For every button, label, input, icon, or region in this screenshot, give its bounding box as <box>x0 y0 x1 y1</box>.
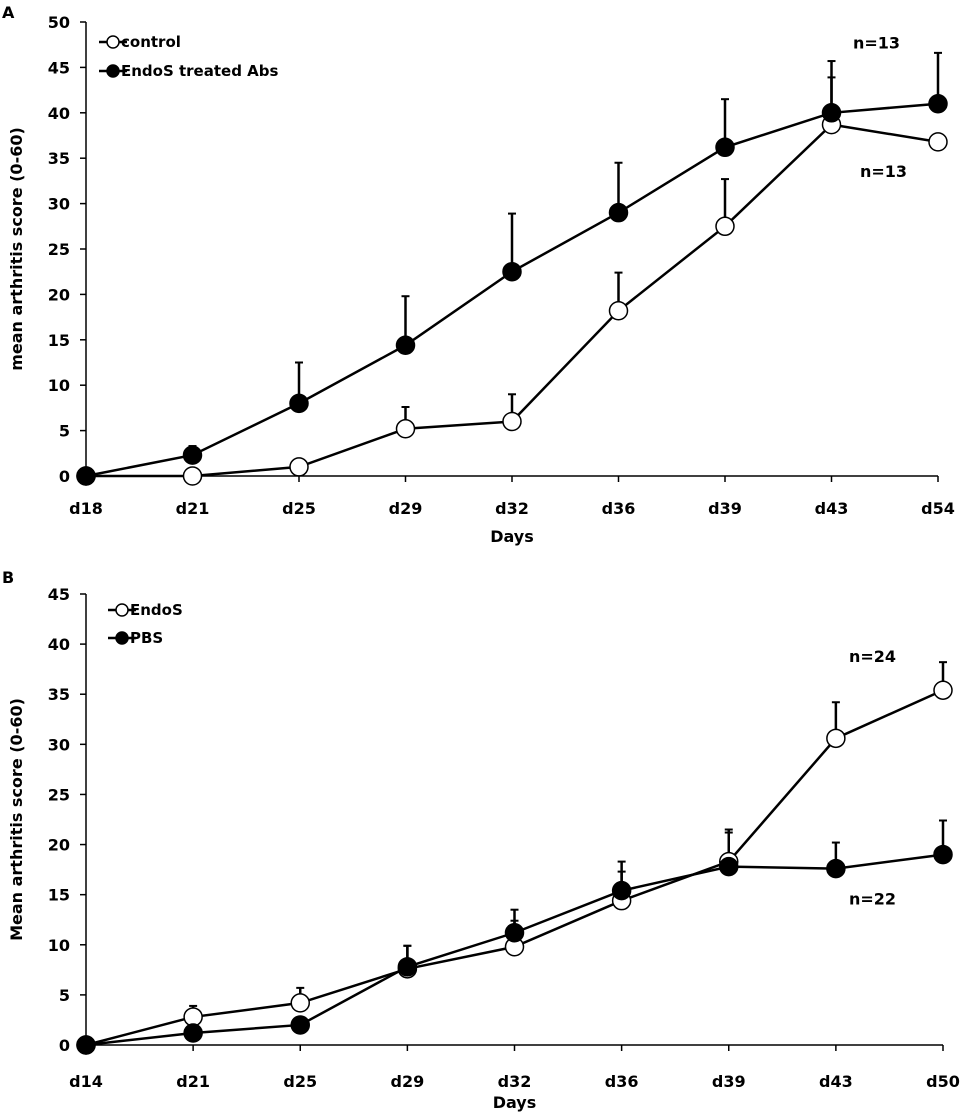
panel-a-plot-area <box>76 51 948 486</box>
y-tick-label: 45 <box>48 58 70 77</box>
y-tick-label: 30 <box>48 735 70 754</box>
annotation-n-control: n=13 <box>860 162 907 181</box>
panel-b-axes: 0 5 10 15 20 25 30 35 40 45 d14 d21 d25 d29 d32 d36 d39 d… <box>48 585 960 1091</box>
data-point-endos-treated-abs <box>76 466 96 486</box>
data-point-pbs <box>76 1035 96 1055</box>
annotation-n-endos-treated: n=13 <box>853 34 900 53</box>
panel-b-y-axis-title: Mean arthritis score (0-60) <box>7 698 26 941</box>
y-tick-label: 10 <box>48 376 70 395</box>
y-tick-label: 35 <box>48 685 70 704</box>
data-point-endos-treated-abs <box>821 103 842 123</box>
y-tick-label: 5 <box>59 422 70 441</box>
data-point-control <box>715 216 735 237</box>
annotation-n-endos: n=24 <box>849 647 896 666</box>
y-tick-label: 20 <box>48 285 70 304</box>
x-tick-label: d25 <box>283 1072 317 1091</box>
x-tick-label: d54 <box>921 499 955 518</box>
data-point-pbs <box>290 1015 310 1035</box>
data-point-control <box>182 466 203 486</box>
legend-endos-label: EndoS <box>130 601 183 619</box>
y-tick-label: 50 <box>48 13 70 32</box>
data-point-endos-treated-abs <box>395 335 416 355</box>
x-tick-label: d43 <box>815 499 849 518</box>
data-point-control <box>502 411 522 432</box>
y-tick-label: 40 <box>48 104 70 123</box>
legend-control-label: control <box>121 33 181 51</box>
data-point-control <box>928 132 948 152</box>
legend-pbs-label: PBS <box>130 629 163 647</box>
data-point-endos-treated-abs <box>928 93 948 114</box>
panel-a-y-axis-title: mean arthritis score (0-60) <box>7 127 26 371</box>
data-point-control <box>289 457 309 477</box>
y-tick-label: 35 <box>48 149 70 168</box>
x-tick-label: d14 <box>69 1072 103 1091</box>
x-tick-label: d25 <box>282 499 316 518</box>
x-tick-label: d21 <box>176 1072 210 1091</box>
y-tick-label: 10 <box>48 936 70 955</box>
data-point-pbs <box>719 856 739 877</box>
data-point-pbs <box>504 923 525 943</box>
panel-a-legend: control EndoS treated Abs <box>99 33 279 80</box>
x-tick-label: d39 <box>708 499 742 518</box>
x-tick-label: d39 <box>712 1072 746 1091</box>
panel-b-plot-area <box>76 661 953 1055</box>
data-point-endos <box>290 993 310 1013</box>
legend-control-marker <box>106 35 120 49</box>
legend-pbs-marker <box>115 631 129 645</box>
data-point-endos-treated-abs <box>608 202 629 223</box>
data-point-endos-treated-abs <box>182 445 203 465</box>
y-tick-label: 40 <box>48 635 70 654</box>
x-tick-label: d50 <box>926 1072 960 1091</box>
panel-b: B Mean arthritis score (0-60) Days 0 5 10 1… <box>2 568 960 1112</box>
y-tick-label: 15 <box>48 886 70 905</box>
panel-a-x-axis-title: Days <box>490 527 534 546</box>
legend-endos-marker <box>115 603 129 617</box>
data-point-control <box>395 419 416 439</box>
data-point-control <box>608 300 629 321</box>
legend-endos-treated-label: EndoS treated Abs <box>121 62 279 80</box>
x-tick-label: d32 <box>498 1072 532 1091</box>
data-point-endos-treated-abs <box>289 393 309 414</box>
y-tick-label: 0 <box>59 1036 70 1055</box>
y-tick-label: 15 <box>48 331 70 350</box>
annotation-n-pbs: n=22 <box>849 890 896 909</box>
data-point-endos-treated-abs <box>715 137 735 158</box>
panel-b-x-axis-title: Days <box>493 1093 537 1112</box>
y-tick-label: 25 <box>48 785 70 804</box>
data-point-endos-treated-abs <box>502 261 522 282</box>
y-tick-label: 20 <box>48 836 70 855</box>
y-tick-label: 30 <box>48 195 70 214</box>
y-tick-label: 25 <box>48 240 70 259</box>
data-point-endos <box>933 680 953 700</box>
x-tick-label: d21 <box>176 499 210 518</box>
data-point-pbs <box>933 844 953 865</box>
x-tick-label: d36 <box>605 1072 639 1091</box>
panel-b-letter: B <box>2 568 14 587</box>
panel-a-axes: 0 5 10 15 20 25 30 35 40 45 50 d18 d21 d25 d29 d32 d36 d3… <box>48 13 955 518</box>
x-tick-label: d29 <box>389 499 423 518</box>
x-tick-label: d32 <box>495 499 529 518</box>
y-tick-label: 0 <box>59 467 70 486</box>
data-point-pbs <box>397 957 418 977</box>
x-tick-label: d29 <box>391 1072 425 1091</box>
y-tick-label: 45 <box>48 585 70 604</box>
data-point-pbs <box>611 880 632 901</box>
panel-a: A mean arthritis score (0-60) Days 0 5 10 1… <box>2 3 955 546</box>
data-point-endos <box>826 728 846 749</box>
x-tick-label: d36 <box>602 499 636 518</box>
y-tick-label: 5 <box>59 986 70 1005</box>
panel-b-legend: EndoS PBS <box>108 601 183 647</box>
legend-endos-treated-marker <box>106 64 120 78</box>
data-point-pbs <box>183 1023 203 1043</box>
x-tick-label: d18 <box>69 499 103 518</box>
x-tick-label: d43 <box>819 1072 853 1091</box>
panel-a-letter: A <box>2 3 15 22</box>
data-point-pbs <box>826 858 846 879</box>
